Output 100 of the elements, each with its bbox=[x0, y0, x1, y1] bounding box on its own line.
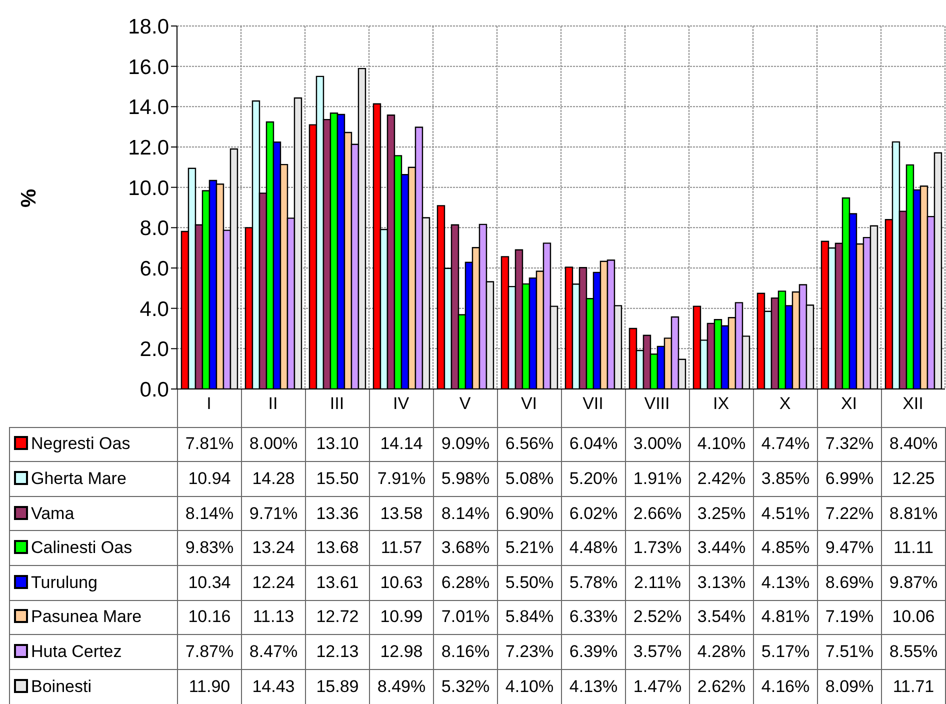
y-tick-label: 12.0 bbox=[128, 136, 169, 160]
data-label: 8.81% bbox=[889, 504, 938, 523]
data-label: 10.34 bbox=[188, 572, 231, 592]
data-label: 10.63 bbox=[380, 572, 423, 592]
data-label: 6.99% bbox=[825, 468, 874, 488]
data-label: 3.44% bbox=[697, 538, 746, 558]
y-tick-label: 14.0 bbox=[128, 96, 169, 120]
data-label: 7.01% bbox=[441, 607, 490, 626]
data-label: 10.06 bbox=[892, 607, 935, 626]
legend-label: Huta Certez bbox=[31, 642, 122, 662]
legend-label: Negresti Oas bbox=[31, 434, 130, 454]
data-label: 8.00% bbox=[249, 434, 298, 454]
data-label: 3.13% bbox=[697, 572, 746, 592]
data-label: 6.28% bbox=[441, 572, 490, 592]
data-label: 3.57% bbox=[633, 642, 682, 662]
data-label: 12.24 bbox=[252, 572, 295, 592]
data-label: 14.14 bbox=[380, 434, 423, 454]
data-label: 12.25 bbox=[892, 468, 935, 488]
data-label: 9.71% bbox=[249, 504, 298, 523]
data-label: 9.09% bbox=[441, 434, 490, 454]
x-tick-label: VIII bbox=[644, 394, 670, 414]
data-label: 5.32% bbox=[441, 676, 490, 696]
data-label: 6.90% bbox=[505, 504, 554, 523]
data-label: 5.98% bbox=[441, 468, 490, 488]
data-label: 1.91% bbox=[633, 468, 682, 488]
data-label: 8.09% bbox=[825, 676, 874, 696]
data-label: 2.66% bbox=[633, 504, 682, 523]
data-label: 5.50% bbox=[505, 572, 554, 592]
data-label: 13.61 bbox=[316, 572, 359, 592]
data-label: 11.11 bbox=[893, 538, 934, 558]
data-label: 7.32% bbox=[825, 434, 874, 454]
legend-label: Turulung bbox=[31, 572, 98, 592]
y-tick-label: 0.0 bbox=[140, 378, 169, 402]
x-tick-label: II bbox=[268, 394, 278, 414]
data-label: 4.13% bbox=[761, 572, 810, 592]
data-label: 5.20% bbox=[569, 468, 618, 488]
y-tick-label: 18.0 bbox=[128, 15, 169, 38]
legend-label: Calinesti Oas bbox=[31, 538, 132, 558]
data-label: 11.71 bbox=[892, 676, 934, 696]
data-label: 8.40% bbox=[889, 434, 938, 454]
data-label: 8.49% bbox=[377, 676, 426, 696]
data-label: 13.36 bbox=[316, 504, 359, 523]
data-label: 6.02% bbox=[569, 504, 618, 523]
data-label: 2.52% bbox=[633, 607, 682, 626]
data-label: 7.23% bbox=[505, 642, 554, 662]
data-label: 9.83% bbox=[185, 538, 234, 558]
data-label: 11.90 bbox=[188, 676, 230, 696]
data-label: 15.89 bbox=[316, 676, 359, 696]
data-label: 3.54% bbox=[697, 607, 746, 626]
x-tick-label: XII bbox=[902, 394, 924, 414]
x-tick-label: IV bbox=[392, 394, 410, 414]
data-label: 8.69% bbox=[825, 572, 874, 592]
data-label: 13.24 bbox=[252, 538, 295, 558]
data-label: 11.13 bbox=[252, 607, 294, 626]
y-tick-label: 8.0 bbox=[140, 217, 169, 240]
x-tick-label: VII bbox=[582, 394, 604, 414]
y-tick-label: 10.0 bbox=[128, 176, 169, 200]
data-label: 14.28 bbox=[252, 468, 295, 488]
data-label: 6.39% bbox=[569, 642, 618, 662]
data-label: 9.87% bbox=[889, 572, 938, 592]
legend-label: Gherta Mare bbox=[31, 468, 126, 488]
data-label: 5.78% bbox=[569, 572, 618, 592]
data-label: 4.16% bbox=[761, 676, 810, 696]
data-label: 7.81% bbox=[185, 434, 234, 454]
data-label: 4.85% bbox=[761, 538, 810, 558]
data-label: 12.98 bbox=[380, 642, 423, 662]
x-tick-label: X bbox=[779, 394, 791, 414]
data-label: 10.16 bbox=[188, 607, 231, 626]
data-label: 4.28% bbox=[697, 642, 746, 662]
data-label: 13.10 bbox=[316, 434, 359, 454]
x-tick-label: I bbox=[206, 394, 212, 414]
data-label: 11.57 bbox=[380, 538, 422, 558]
legend-label: Vama bbox=[31, 504, 74, 523]
data-label: 7.91% bbox=[377, 468, 426, 488]
data-label: 13.58 bbox=[380, 504, 423, 523]
data-label: 8.47% bbox=[249, 642, 298, 662]
x-tick-label: VI bbox=[520, 394, 538, 414]
data-label: 15.50 bbox=[316, 468, 359, 488]
data-label: 3.25% bbox=[697, 504, 746, 523]
y-tick-label: 2.0 bbox=[140, 338, 169, 362]
data-label: 2.62% bbox=[697, 676, 746, 696]
data-label: 7.19% bbox=[825, 607, 874, 626]
data-label: 8.55% bbox=[889, 642, 938, 662]
data-label: 6.04% bbox=[569, 434, 618, 454]
data-label: 6.33% bbox=[569, 607, 618, 626]
data-label: 7.87% bbox=[185, 642, 234, 662]
y-tick-label: 16.0 bbox=[128, 56, 169, 79]
x-tick-label: III bbox=[330, 394, 344, 414]
data-label: 10.99 bbox=[380, 607, 423, 626]
x-tick-label: V bbox=[459, 394, 472, 414]
x-tick-label: IX bbox=[712, 394, 730, 414]
data-label: 2.11% bbox=[634, 572, 681, 592]
data-label: 13.68 bbox=[316, 538, 359, 558]
legend-label: Boinesti bbox=[31, 676, 92, 696]
x-tick-label: XI bbox=[840, 394, 858, 414]
data-label: 4.48% bbox=[569, 538, 618, 558]
data-label: 4.10% bbox=[697, 434, 746, 454]
data-label: 5.17% bbox=[761, 642, 810, 662]
data-label: 1.73% bbox=[633, 538, 682, 558]
data-label: 8.14% bbox=[185, 504, 234, 523]
